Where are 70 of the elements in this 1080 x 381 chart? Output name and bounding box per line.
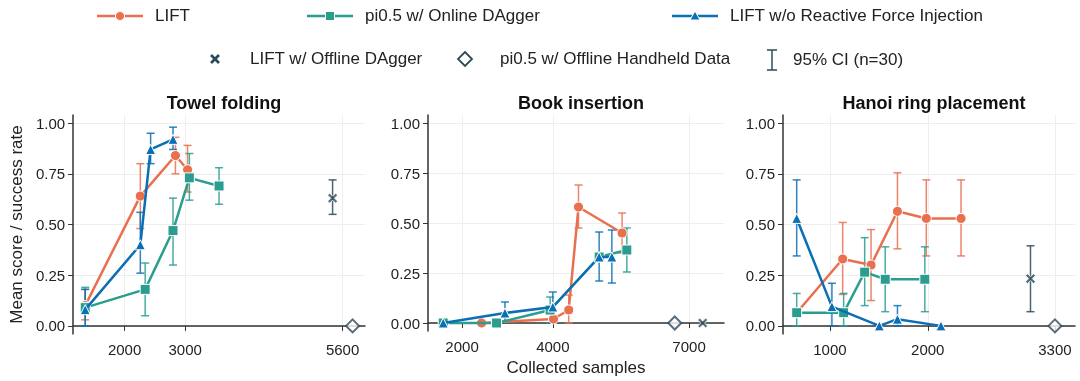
y-tick-label: 0.00 [35,317,66,335]
point [563,304,575,316]
chart-title: Book insertion [517,93,645,113]
y-tick-label: 0.75 [35,165,66,183]
point [919,273,931,285]
y-tick-label: 0.25 [390,264,420,282]
point [616,227,628,239]
y-tick-label: 0.00 [745,317,775,335]
point [865,259,877,271]
y-tick-label: 0.75 [745,165,775,183]
y-tick-label: 0.50 [390,214,420,232]
x-tick-label: 2000 [107,341,142,358]
point [621,244,633,256]
point [920,212,932,224]
y-axis-title: Mean score / success rate [7,125,26,324]
point [667,315,683,331]
point [183,172,195,184]
x-tick-label: 3000 [168,341,202,358]
text: 95% CI (n=30) [793,50,904,70]
y-tick-label: 1.00 [745,114,775,132]
legend-label: pi0.5 w/ Offline Handheld Data [500,49,731,69]
x-tick-label: 4000 [536,338,570,355]
legend-label: LIFT w/o Reactive Force Injection [730,6,983,26]
point [167,225,179,237]
x-tick-label: 1000 [813,341,847,358]
y-tick-label: 0.25 [35,266,66,284]
point [169,150,181,162]
y-tick-label: 0.25 [745,266,775,284]
point [606,251,618,263]
point [697,317,709,329]
y-tick-label: 0.00 [390,314,420,332]
point [955,212,967,224]
point [139,283,151,295]
point [145,143,157,155]
point [167,133,179,145]
y-tick-label: 0.75 [390,164,420,182]
legend-label: pi0.5 w/ Online DAgger [365,6,540,26]
point [873,320,885,332]
point [1047,318,1063,334]
point [134,190,146,202]
y-tick-label: 1.00 [390,114,420,132]
chart-title: Towel folding [166,93,282,113]
x-tick-label: 5600 [325,341,360,358]
x-tick-label: 2000 [445,338,479,355]
x-axis-title: Collected samples [506,358,646,377]
point [499,307,511,319]
point [837,253,849,265]
point [327,192,339,204]
x-tick-label: 2000 [911,341,945,358]
point [1024,273,1036,285]
point [891,205,903,217]
point [826,301,838,313]
point [879,273,891,285]
legend-label: LIFT [155,6,190,26]
y-tick-label: 1.00 [35,114,66,132]
point [345,318,361,334]
point [134,239,146,251]
point [935,320,947,332]
legend-label: LIFT w/ Offline DAgger [250,49,423,69]
point [859,266,871,278]
chart-title: Hanoi ring placement [842,93,1026,113]
x-tick-label: 3300 [1038,341,1072,358]
x-tick-label: 7000 [672,338,706,355]
point [891,313,903,325]
point [491,317,503,329]
point [573,201,584,213]
y-tick-label: 0.50 [745,216,775,233]
point [791,212,803,224]
point [213,180,225,192]
y-tick-label: 0.50 [35,216,66,233]
